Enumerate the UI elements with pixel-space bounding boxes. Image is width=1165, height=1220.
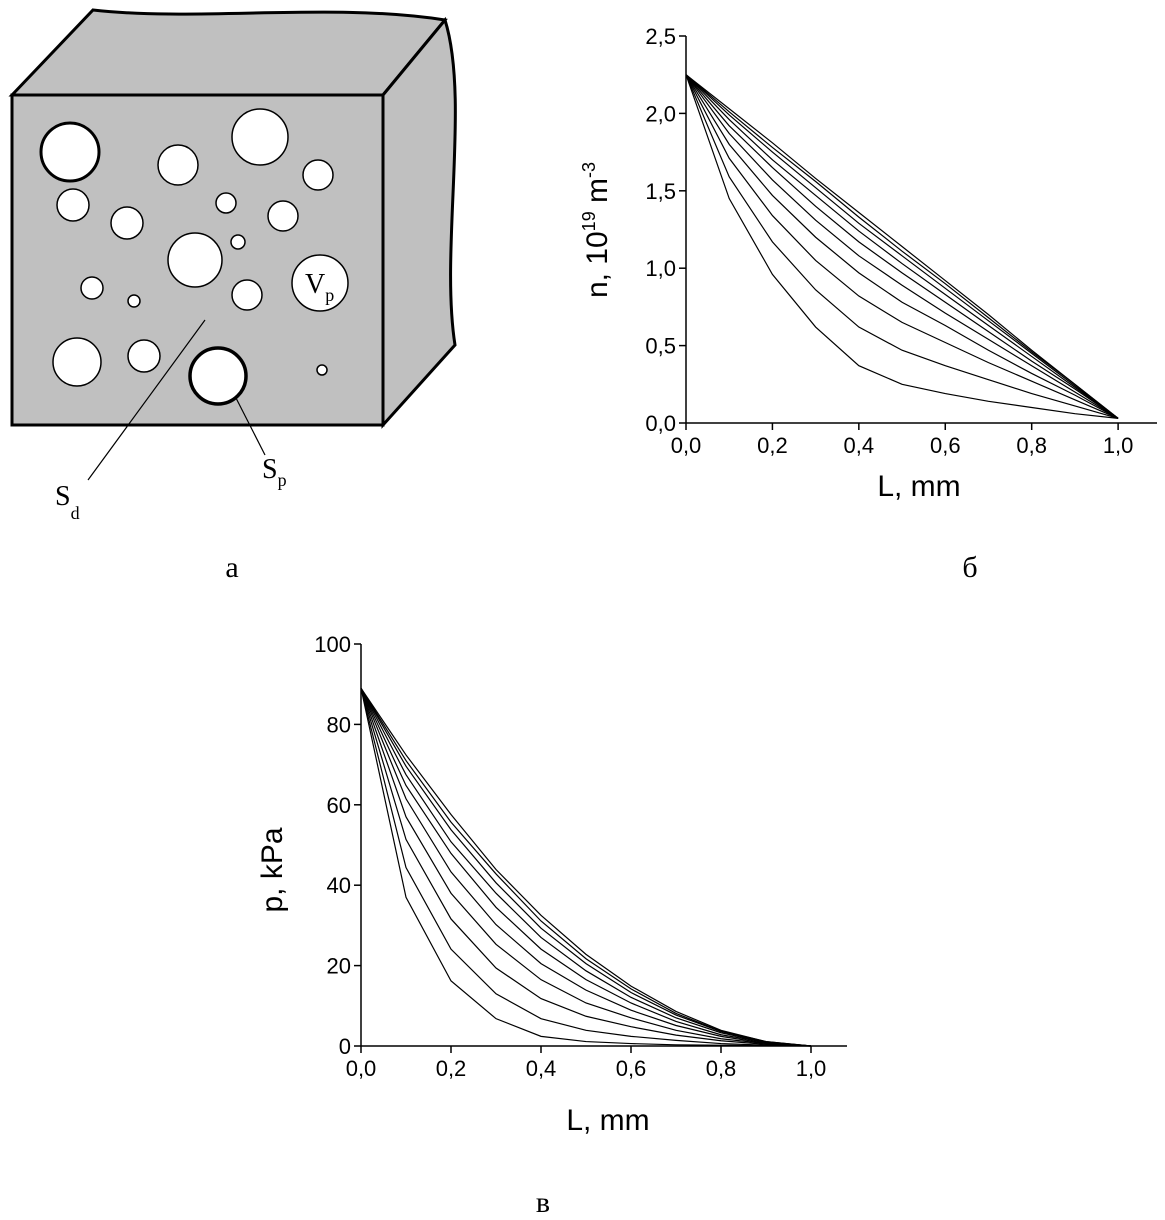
- label-main: S: [55, 481, 71, 512]
- label-sub: p: [325, 285, 334, 305]
- curve: [685, 74, 1119, 419]
- y-tick-label: 1,5: [645, 179, 676, 204]
- x-tick-label: 1,0: [1103, 433, 1134, 458]
- y-tick-label: 80: [327, 712, 351, 737]
- y-tick-label: 1,0: [645, 256, 676, 281]
- pore: [52, 337, 102, 387]
- curve: [685, 74, 1119, 419]
- y-tick-label: 0,5: [645, 334, 676, 359]
- label-part: p, kPa: [256, 827, 289, 912]
- y-tick-label: 2,0: [645, 101, 676, 126]
- pore: [167, 232, 223, 288]
- surface-label: Sp: [262, 454, 287, 490]
- panel-label: б: [962, 551, 977, 584]
- leader-line: [235, 397, 266, 456]
- y-tick-label: 40: [327, 873, 351, 898]
- pore: [231, 108, 289, 166]
- x-tick-label: 0,6: [930, 433, 961, 458]
- pore: [302, 159, 334, 191]
- y-tick-label: 0,0: [645, 411, 676, 436]
- pore: [215, 192, 237, 214]
- curve: [360, 688, 812, 1047]
- y-tick-label: 60: [327, 793, 351, 818]
- x-tick-label: 0,4: [526, 1056, 557, 1081]
- label-superscript: 19: [579, 211, 599, 231]
- pores: [39, 108, 349, 406]
- curve: [360, 687, 812, 1047]
- y-axis-label: p, kPa: [256, 827, 289, 912]
- x-tick-label: 0,0: [671, 433, 702, 458]
- pore: [267, 200, 299, 232]
- pore: [188, 346, 248, 406]
- leader-line: [87, 319, 206, 481]
- label-superscript: -3: [579, 162, 599, 178]
- x-tick-label: 0,0: [346, 1056, 377, 1081]
- label-sub: d: [71, 503, 80, 523]
- pore: [127, 339, 161, 373]
- x-tick-label: 0,4: [844, 433, 875, 458]
- pore: [39, 121, 101, 183]
- curve: [360, 688, 812, 1047]
- pore: [127, 294, 141, 308]
- y-tick-label: 0: [339, 1034, 351, 1059]
- x-tick-label: 1,0: [796, 1056, 827, 1081]
- curve: [685, 74, 1119, 419]
- block-top: [8, 8, 448, 97]
- label-part: n, 10: [581, 231, 614, 298]
- curve: [685, 74, 1119, 419]
- curve: [360, 687, 812, 1047]
- y-tick-label: 20: [327, 954, 351, 979]
- pore: [316, 364, 328, 376]
- curve: [685, 74, 1119, 419]
- x-tick-label: 0,2: [757, 433, 788, 458]
- label-part: m: [581, 178, 614, 211]
- label-sub: p: [278, 470, 287, 490]
- porous-block: Vp Sd Sp: [8, 8, 457, 523]
- curve: [360, 688, 812, 1047]
- x-axis-label: L, mm: [877, 470, 960, 503]
- x-tick-label: 0,8: [1016, 433, 1047, 458]
- pore: [110, 206, 144, 240]
- x-tick-label: 0,6: [616, 1056, 647, 1081]
- panel-label: а: [225, 551, 238, 584]
- label-main: V: [305, 269, 325, 300]
- chart: 0,0 0,5 1,0 1,5 2,0 2,5 0,0 0,2 0,4 0,6 0,8 1,0 L, m…: [579, 24, 1157, 503]
- block-side: [381, 16, 457, 429]
- curve: [360, 687, 812, 1047]
- y-tick-label: 100: [314, 632, 351, 657]
- curve: [685, 74, 1119, 419]
- surface-label: Sd: [55, 481, 80, 523]
- pore: [291, 254, 349, 312]
- pore: [231, 279, 263, 311]
- curve: [685, 74, 1119, 419]
- curve: [360, 688, 812, 1047]
- curve: [360, 687, 812, 1047]
- pore: [230, 234, 246, 250]
- curve: [360, 687, 812, 1047]
- curve: [685, 74, 1119, 419]
- chart: 0 20 40 60 80 100 0,0 0,2 0,4 0,6 0,8 1,0 L, mm p, kP…: [256, 632, 847, 1137]
- y-axis-label: n, 1019 m-3: [579, 162, 614, 298]
- pore: [157, 144, 199, 186]
- x-tick-label: 0,8: [706, 1056, 737, 1081]
- curve: [685, 74, 1119, 419]
- pore: [80, 276, 104, 300]
- x-axis-label: L, mm: [566, 1104, 649, 1137]
- x-tick-label: 0,2: [436, 1056, 467, 1081]
- panel-label: в: [536, 1186, 550, 1219]
- curve: [685, 74, 1119, 419]
- curve: [360, 687, 812, 1047]
- label-main: S: [262, 454, 278, 485]
- pore: [56, 188, 90, 222]
- y-tick-label: 2,5: [645, 24, 676, 49]
- pore-label: Vp: [305, 269, 334, 305]
